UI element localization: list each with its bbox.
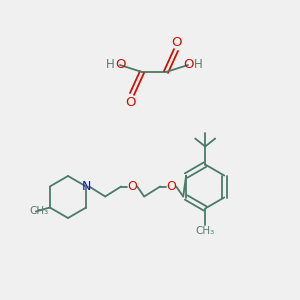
Text: H: H xyxy=(194,58,202,70)
Text: O: O xyxy=(172,35,182,49)
Text: H: H xyxy=(106,58,114,70)
Text: N: N xyxy=(82,180,91,193)
Text: O: O xyxy=(183,58,193,70)
Text: O: O xyxy=(166,180,176,193)
Text: O: O xyxy=(115,58,125,70)
Text: CH₃: CH₃ xyxy=(196,226,215,236)
Text: CH₃: CH₃ xyxy=(30,206,49,217)
Text: O: O xyxy=(127,180,137,193)
Text: O: O xyxy=(126,95,136,109)
